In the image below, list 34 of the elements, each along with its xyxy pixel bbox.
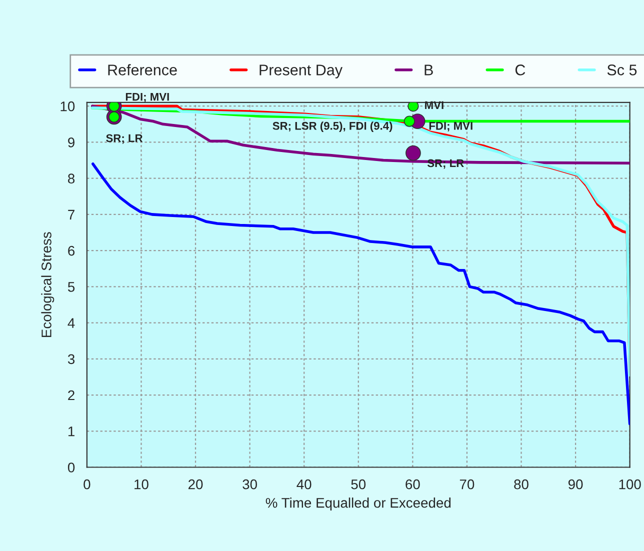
y-tick-label: 5 xyxy=(68,282,75,292)
annotation: SR; LSR (9.5), FDI (9.4) xyxy=(272,122,392,132)
x-tick-label: 60 xyxy=(406,479,420,490)
x-tick-label: 40 xyxy=(296,479,312,490)
x-tick-label: 0 xyxy=(84,479,90,490)
legend-label: C xyxy=(515,64,526,76)
x-tick-label: 100 xyxy=(619,479,641,490)
x-tick-label: 10 xyxy=(134,479,148,490)
y-tick-label: 0 xyxy=(68,462,75,472)
y-tick-label: 1 xyxy=(68,426,74,436)
x-tick-label: 70 xyxy=(460,479,474,490)
x-tick-label: 50 xyxy=(351,479,366,490)
annotation: FDI; MVI xyxy=(126,92,169,102)
x-tick-label: 20 xyxy=(188,479,203,490)
y-tick-label: 9 xyxy=(68,138,74,148)
annotation: MVI xyxy=(425,101,444,109)
y-tick-label: 10 xyxy=(60,101,75,112)
y-tick-label: 6 xyxy=(68,246,75,256)
y-axis-title: Ecological Stress xyxy=(41,232,54,337)
legend-label: Sc 5 xyxy=(607,64,637,76)
legend-label: Present Day xyxy=(260,64,343,78)
x-tick-label: 90 xyxy=(568,479,583,490)
y-tick-label: 3 xyxy=(68,354,75,364)
x-axis-title: % Time Equalled or Exceeded xyxy=(266,498,451,511)
legend-label: B xyxy=(424,64,433,76)
x-tick-label: 80 xyxy=(514,479,528,490)
annotation: SR; LR xyxy=(106,134,143,144)
y-tick-label: 4 xyxy=(68,318,75,328)
y-tick-label: 2 xyxy=(68,390,74,400)
legend-label: Reference xyxy=(108,64,177,76)
x-tick-label: 30 xyxy=(242,479,257,490)
y-tick-label: 7 xyxy=(68,210,74,220)
annotation: FDI; MVI xyxy=(429,122,472,132)
y-tick-label: 8 xyxy=(68,174,75,184)
